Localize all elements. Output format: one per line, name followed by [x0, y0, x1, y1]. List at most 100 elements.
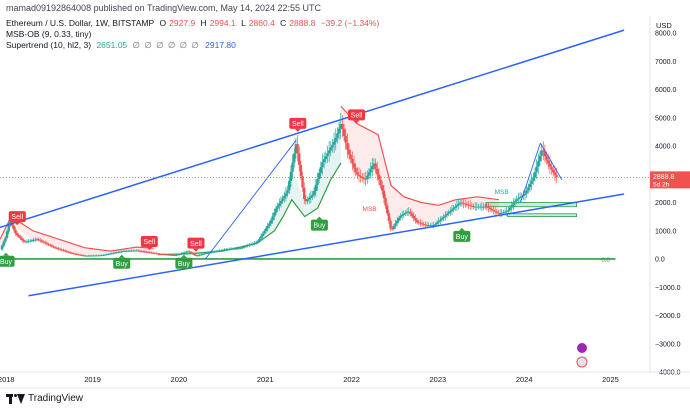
candle-body [402, 213, 406, 215]
candle-body [329, 147, 332, 151]
signal-pointer [458, 227, 465, 231]
candle-body [498, 213, 502, 215]
candle-body [259, 236, 263, 239]
trendline-3 [205, 140, 297, 260]
supertrend-down-value: 2917.80 [205, 40, 236, 50]
candle-body [234, 248, 238, 250]
candle-body [37, 239, 40, 241]
candle-body [440, 218, 444, 220]
time-tick-label: 2025 [602, 375, 619, 384]
sell-signal-5: Sell [187, 237, 205, 252]
candle-body [439, 219, 442, 222]
candle-body [352, 163, 356, 168]
symbol-name[interactable]: Ethereum / U.S. Dollar, 1W, BITSTAMP [6, 18, 155, 28]
candle-body [510, 205, 513, 208]
candle-body [321, 162, 324, 168]
plot-area [0, 16, 650, 372]
tradingview-logo[interactable]: TradingView [6, 393, 83, 404]
candle-body [400, 214, 404, 217]
msb-indicator-label: MSB-OB (9, 0.33, tiny) [6, 29, 92, 39]
candle-body [258, 238, 261, 242]
sell-signal-3: Sell [140, 235, 158, 250]
candle-body [150, 252, 153, 254]
candle-body [460, 202, 464, 204]
candle-body [367, 172, 371, 176]
low-value: 2860.4 [248, 18, 275, 28]
candle-body [405, 211, 409, 213]
candle-body [45, 243, 49, 245]
candle-body [294, 144, 298, 154]
candle-body [135, 250, 138, 252]
tradingview-logo-icon [6, 393, 25, 404]
candle-body [344, 135, 347, 143]
candle-body [518, 197, 522, 199]
candle-body [198, 254, 201, 256]
buy-signal-7: Buy [310, 216, 328, 231]
candle-body [22, 239, 25, 242]
order-block-zone-1 [507, 213, 578, 218]
candle-body [213, 251, 216, 253]
candle-body [288, 181, 291, 191]
candle-body [256, 241, 259, 243]
candle-body [485, 206, 489, 208]
candle-body [392, 226, 396, 229]
candle-body [170, 254, 173, 256]
candle-body [298, 153, 301, 165]
candle-body [78, 254, 82, 256]
candle-body [90, 255, 93, 257]
candle-body [58, 249, 62, 250]
hidden-plot-icons[interactable]: ∅ ∅ ∅ ∅ ∅ ∅ [132, 40, 200, 50]
sell-signal-6: Sell [289, 117, 307, 132]
signal-pointer [316, 216, 323, 220]
signal-box [113, 257, 131, 269]
candle-body [552, 169, 555, 173]
sell-signal-0: Sell [8, 211, 26, 226]
candle-body [555, 174, 558, 178]
candle-body [54, 247, 57, 249]
trendline-2 [539, 142, 563, 181]
candle-body [513, 201, 517, 204]
supertrend-indicator-row[interactable]: Supertrend (10, hl2, 3) 2651.05 ∅ ∅ ∅ ∅ … [6, 40, 382, 51]
price-tick-label: 2000.0 [655, 200, 677, 207]
candle-body [181, 252, 185, 254]
candle-body [25, 241, 29, 243]
candle-body [224, 249, 228, 251]
candle-body [331, 144, 334, 148]
publish-caption: mamad09192864008 published on TradingVie… [6, 3, 322, 13]
msb-indicator-row[interactable]: MSB-OB (9, 0.33, tiny) [6, 29, 382, 40]
candle-body [508, 207, 512, 210]
candle-body [151, 252, 155, 254]
candle-body [386, 205, 389, 214]
candle-body [239, 247, 243, 249]
candle-body [42, 241, 45, 243]
event-icon [577, 343, 587, 353]
candle-body [9, 222, 12, 224]
candle-body [390, 228, 394, 230]
candle-body [410, 213, 414, 216]
candle-body [175, 254, 178, 256]
candle-body [422, 223, 425, 225]
signal-pointer [3, 252, 10, 256]
msb-annotation-1: MSB [495, 189, 509, 196]
candle-body [447, 212, 450, 214]
close-label: C [280, 18, 287, 28]
candle-body [246, 245, 249, 247]
price-tick-label: −1000.0 [655, 285, 681, 292]
candle-body [525, 190, 528, 194]
candle-body [493, 210, 497, 212]
candle-body [77, 254, 80, 256]
candle-body [29, 240, 32, 242]
candle-body [354, 167, 357, 173]
candle-body [52, 246, 55, 248]
signal-label: Sell [292, 121, 304, 128]
candle-body [141, 251, 145, 253]
candle-body [500, 212, 503, 214]
candle-body [191, 253, 195, 255]
candle-body [303, 187, 306, 200]
candle-body [420, 223, 424, 225]
price-tick-label: −2000.0 [655, 313, 681, 320]
candle-body [520, 196, 523, 198]
candle-body [478, 206, 482, 208]
candle-body [414, 218, 417, 221]
